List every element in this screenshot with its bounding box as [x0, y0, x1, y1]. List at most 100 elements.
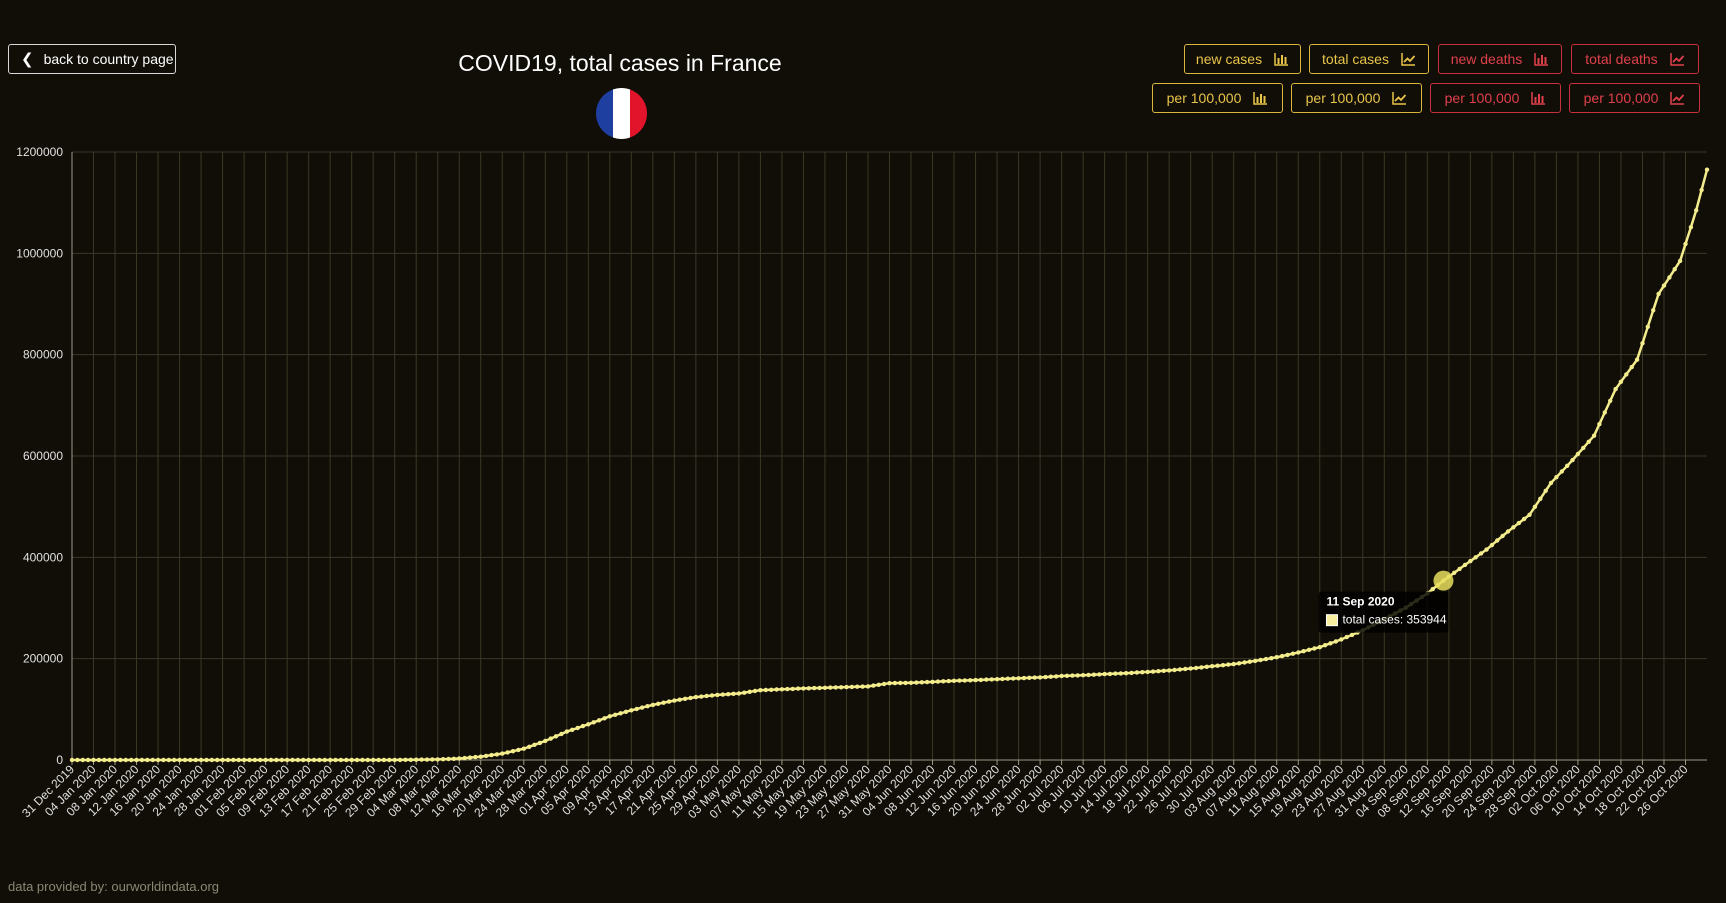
- data-point: [1177, 667, 1183, 672]
- data-points: [69, 167, 1710, 763]
- france-flag-icon: [596, 88, 647, 139]
- data-point: [505, 750, 510, 755]
- data-point: [989, 677, 994, 682]
- data-point: [1452, 570, 1457, 575]
- data-point: [414, 757, 419, 762]
- total-cases-button[interactable]: total cases: [1309, 44, 1429, 74]
- data-point: [328, 757, 333, 763]
- data-point: [365, 757, 370, 763]
- data-point: [699, 694, 704, 699]
- data-point: [349, 757, 354, 763]
- data-point: [478, 754, 483, 759]
- data-point: [247, 757, 252, 763]
- data-point: [838, 685, 844, 690]
- total-deaths-per-100k-button[interactable]: per 100,000: [1569, 83, 1700, 113]
- data-point: [376, 757, 381, 763]
- new-deaths-per-100k-button[interactable]: per 100,000: [1430, 83, 1561, 113]
- data-point: [1651, 308, 1656, 313]
- data-point: [1656, 291, 1661, 297]
- data-point: [134, 757, 139, 763]
- data-point: [527, 744, 532, 749]
- data-point: [139, 757, 145, 763]
- data-point: [887, 681, 892, 686]
- data-point: [779, 687, 785, 692]
- total-deaths-button[interactable]: total deaths: [1571, 44, 1699, 74]
- data-point: [1156, 669, 1161, 674]
- data-point: [188, 757, 193, 763]
- data-point: [1134, 670, 1140, 675]
- data-point: [1597, 421, 1602, 427]
- data-point: [75, 757, 80, 763]
- y-tick-label: 600000: [23, 449, 63, 463]
- data-point: [1511, 525, 1516, 530]
- data-point: [1285, 652, 1290, 658]
- data-point: [1667, 275, 1672, 280]
- data-point: [1113, 671, 1118, 676]
- new-cases-button[interactable]: new cases: [1184, 44, 1301, 74]
- data-point: [881, 681, 887, 687]
- data-point: [1048, 674, 1054, 679]
- data-point: [1699, 187, 1704, 193]
- back-to-country-button[interactable]: ❮ back to country page: [8, 44, 176, 74]
- data-point: [1694, 208, 1699, 213]
- tooltip-date: 11 Sep 2020: [1326, 595, 1394, 609]
- data-point: [559, 731, 564, 737]
- data-point: [1489, 542, 1495, 548]
- data-point: [1629, 364, 1634, 370]
- total-cases-per-100k-button[interactable]: per 100,000: [1291, 83, 1422, 113]
- data-point: [537, 740, 543, 746]
- data-point: [650, 702, 656, 708]
- data-point: [682, 696, 688, 701]
- data-point: [1344, 634, 1349, 640]
- data-point: [570, 727, 575, 732]
- line-chart-icon: [1392, 91, 1407, 105]
- highlighted-point: [1433, 570, 1454, 591]
- data-point: [1140, 670, 1145, 675]
- line-chart-icon: [1669, 52, 1684, 66]
- data-point: [1269, 656, 1274, 661]
- data-point: [1150, 669, 1156, 674]
- data-point: [1091, 672, 1097, 677]
- total-cases-label: total cases: [1322, 51, 1389, 67]
- data-point: [957, 678, 962, 683]
- data-point: [268, 757, 274, 763]
- data-point: [575, 725, 580, 731]
- data-point: [865, 684, 871, 689]
- data-point: [731, 691, 736, 696]
- data-point: [661, 700, 666, 705]
- data-point: [1253, 658, 1258, 664]
- total-cases-per-100k-label: per 100,000: [1305, 90, 1381, 106]
- data-point: [1602, 410, 1608, 415]
- data-point: [752, 688, 758, 694]
- data-point: [806, 686, 811, 691]
- data-point: [1645, 324, 1651, 329]
- data-point: [1080, 673, 1086, 678]
- data-point: [1495, 538, 1500, 543]
- data-point: [177, 757, 182, 763]
- data-point: [715, 692, 720, 698]
- data-point: [306, 757, 311, 763]
- data-point: [704, 693, 709, 699]
- data-point: [69, 757, 75, 763]
- new-deaths-button[interactable]: new deaths: [1438, 44, 1562, 74]
- data-point: [1231, 661, 1236, 667]
- data-point: [1043, 674, 1048, 680]
- data-point: [360, 757, 365, 763]
- data-point: [656, 701, 661, 706]
- data-point: [1145, 669, 1150, 675]
- data-point: [742, 690, 747, 695]
- data-point: [795, 686, 801, 691]
- data-point: [1226, 662, 1231, 667]
- data-point: [903, 680, 908, 686]
- data-point: [1086, 672, 1091, 678]
- data-point: [914, 680, 919, 685]
- data-point: [1290, 651, 1296, 656]
- new-cases-per-100k-button[interactable]: per 100,000: [1152, 83, 1283, 113]
- data-point: [1236, 661, 1242, 666]
- data-point: [1059, 673, 1064, 679]
- data-point: [301, 757, 306, 763]
- total-cases-chart[interactable]: 0200000400000600000800000100000012000003…: [0, 0, 1726, 870]
- data-point: [1301, 649, 1306, 654]
- data-point: [892, 680, 898, 686]
- data-point: [1317, 645, 1323, 650]
